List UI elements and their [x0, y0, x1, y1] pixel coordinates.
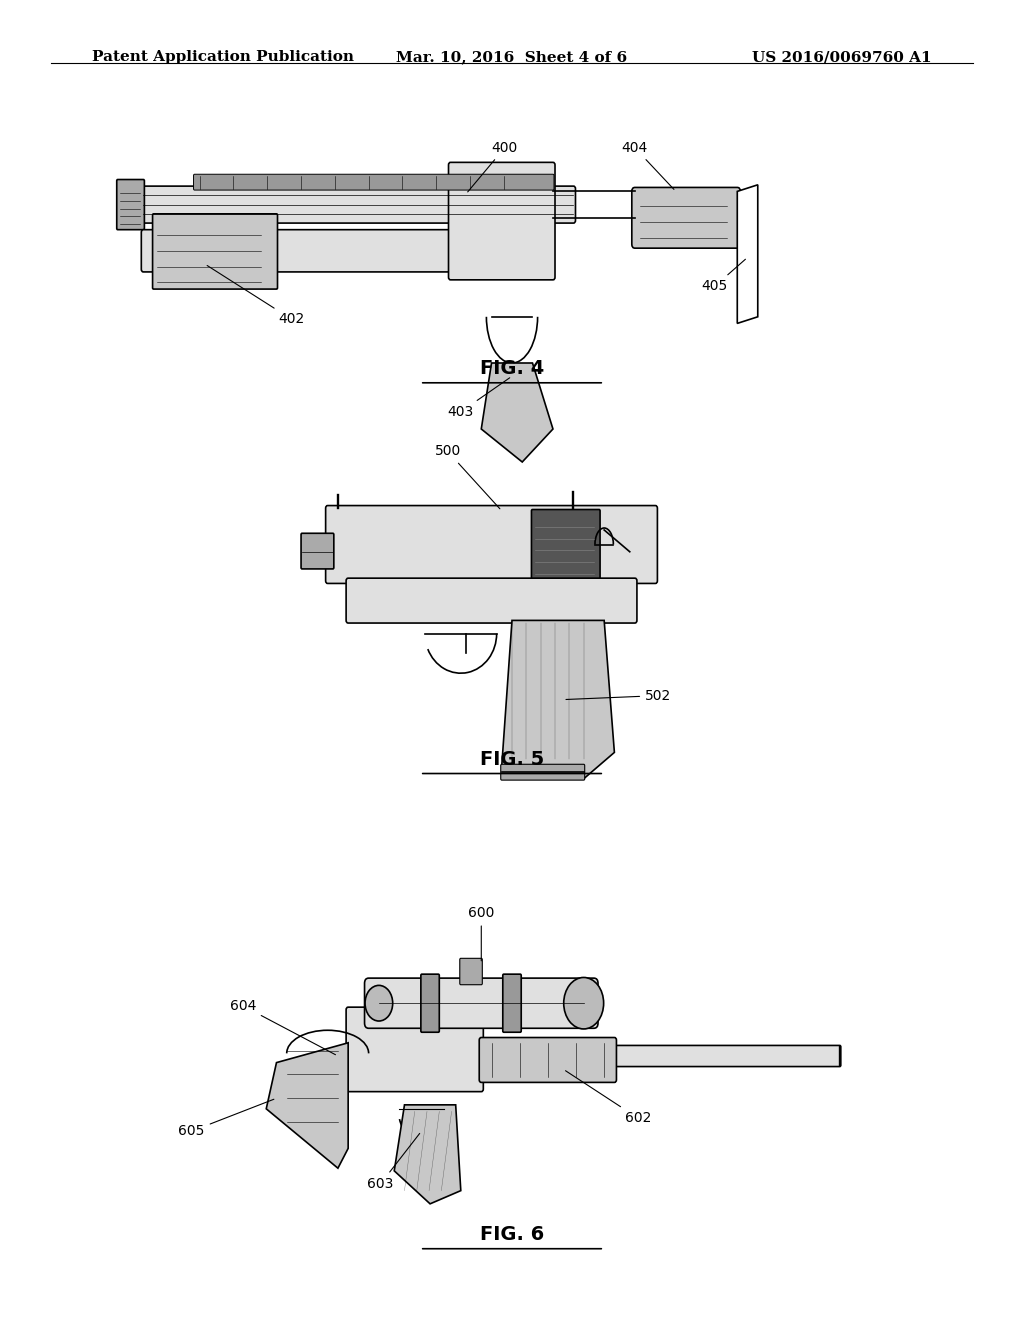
Text: Patent Application Publication: Patent Application Publication [92, 50, 354, 65]
Text: 602: 602 [565, 1071, 651, 1125]
Text: 604: 604 [229, 999, 336, 1055]
FancyBboxPatch shape [368, 1045, 841, 1067]
FancyBboxPatch shape [194, 174, 554, 190]
Text: 403: 403 [447, 378, 510, 418]
FancyBboxPatch shape [153, 214, 278, 289]
Text: 400: 400 [468, 141, 518, 191]
Text: FIG. 6: FIG. 6 [480, 1225, 544, 1243]
FancyBboxPatch shape [632, 187, 740, 248]
Text: 402: 402 [207, 265, 305, 326]
Text: 404: 404 [622, 141, 674, 189]
FancyBboxPatch shape [346, 1007, 483, 1092]
Text: Mar. 10, 2016  Sheet 4 of 6: Mar. 10, 2016 Sheet 4 of 6 [396, 50, 628, 65]
FancyBboxPatch shape [326, 506, 657, 583]
FancyBboxPatch shape [141, 186, 575, 223]
FancyBboxPatch shape [501, 764, 585, 780]
Text: FIG. 4: FIG. 4 [480, 359, 544, 378]
Polygon shape [394, 1105, 461, 1204]
Text: 502: 502 [566, 689, 672, 702]
FancyBboxPatch shape [141, 230, 453, 272]
Polygon shape [266, 1043, 348, 1168]
Text: 605: 605 [178, 1100, 273, 1138]
FancyBboxPatch shape [531, 510, 600, 579]
FancyBboxPatch shape [421, 974, 439, 1032]
FancyBboxPatch shape [460, 958, 482, 985]
FancyBboxPatch shape [449, 162, 555, 280]
FancyBboxPatch shape [117, 180, 144, 230]
Text: 405: 405 [701, 259, 745, 293]
Text: 600: 600 [468, 907, 495, 961]
FancyBboxPatch shape [301, 533, 334, 569]
FancyBboxPatch shape [479, 1038, 616, 1082]
FancyBboxPatch shape [346, 578, 637, 623]
Text: FIG. 5: FIG. 5 [480, 750, 544, 768]
Circle shape [366, 985, 393, 1022]
FancyBboxPatch shape [365, 978, 598, 1028]
Text: 500: 500 [434, 445, 500, 508]
Text: 603: 603 [368, 1134, 420, 1191]
Text: US 2016/0069760 A1: US 2016/0069760 A1 [753, 50, 932, 65]
FancyBboxPatch shape [503, 974, 521, 1032]
Polygon shape [737, 185, 758, 323]
Polygon shape [481, 363, 553, 462]
Polygon shape [502, 620, 614, 779]
Circle shape [564, 977, 604, 1030]
